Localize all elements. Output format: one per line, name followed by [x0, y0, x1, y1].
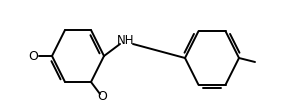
- Text: O: O: [28, 49, 38, 63]
- Text: O: O: [97, 91, 107, 103]
- Text: NH: NH: [117, 33, 135, 47]
